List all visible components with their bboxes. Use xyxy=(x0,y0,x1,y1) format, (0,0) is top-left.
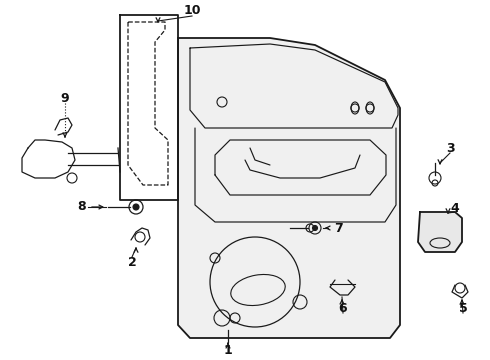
Text: 3: 3 xyxy=(446,141,454,154)
Text: 9: 9 xyxy=(61,91,69,104)
Circle shape xyxy=(313,225,318,230)
Circle shape xyxy=(133,204,139,210)
Text: 8: 8 xyxy=(78,201,86,213)
Polygon shape xyxy=(178,38,400,338)
Text: 6: 6 xyxy=(339,302,347,315)
Text: 4: 4 xyxy=(451,202,460,215)
Text: 2: 2 xyxy=(127,256,136,269)
Text: 7: 7 xyxy=(334,221,343,234)
Text: 10: 10 xyxy=(183,4,201,18)
Polygon shape xyxy=(418,212,462,252)
Text: 1: 1 xyxy=(223,343,232,356)
Text: 5: 5 xyxy=(459,302,467,315)
